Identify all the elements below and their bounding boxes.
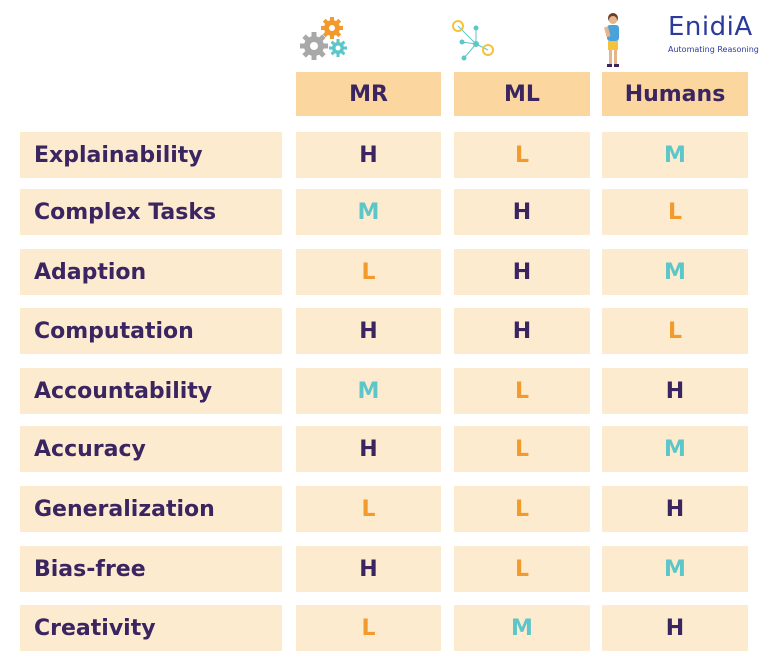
rating-cell: L [602,189,748,235]
brand-logo: EnidiA Automating Reasoning [668,12,768,68]
row-label: Adaption [20,249,282,295]
row-label: Explainability [20,132,282,178]
rating-cell: H [454,249,590,295]
rating-cell: L [296,486,441,532]
rating-cell: L [454,132,590,178]
row-label: Creativity [20,605,282,651]
rating-cell: H [454,308,590,354]
network-nodes-icon [452,20,494,61]
row-label: Accuracy [20,426,282,472]
row-label: Complex Tasks [20,189,282,235]
person-thinking-icon [604,13,619,67]
rating-cell: H [454,189,590,235]
row-label: Computation [20,308,282,354]
rating-cell: L [296,249,441,295]
rating-cell: H [296,546,441,592]
rating-cell: L [454,546,590,592]
rating-cell: M [602,426,748,472]
rating-cell: L [602,308,748,354]
rating-cell: H [296,426,441,472]
logo-tagline: Automating Reasoning [668,45,759,54]
rating-cell: L [296,605,441,651]
rating-cell: M [296,189,441,235]
rating-cell: M [296,368,441,414]
rating-cell: M [602,249,748,295]
rating-cell: H [296,132,441,178]
rating-cell: M [602,546,748,592]
rating-cell: L [454,486,590,532]
row-label: Bias-free [20,546,282,592]
column-header-humans: Humans [602,72,748,116]
gears-icon [300,17,347,60]
rating-cell: L [454,426,590,472]
logo-text: EnidiA [668,12,753,42]
row-label: Generalization [20,486,282,532]
rating-cell: H [602,486,748,532]
row-label: Accountability [20,368,282,414]
column-header-mr: MR [296,72,441,116]
column-header-ml: ML [454,72,590,116]
rating-cell: H [602,368,748,414]
rating-cell: M [602,132,748,178]
rating-cell: M [454,605,590,651]
rating-cell: H [296,308,441,354]
rating-cell: L [454,368,590,414]
rating-cell: H [602,605,748,651]
